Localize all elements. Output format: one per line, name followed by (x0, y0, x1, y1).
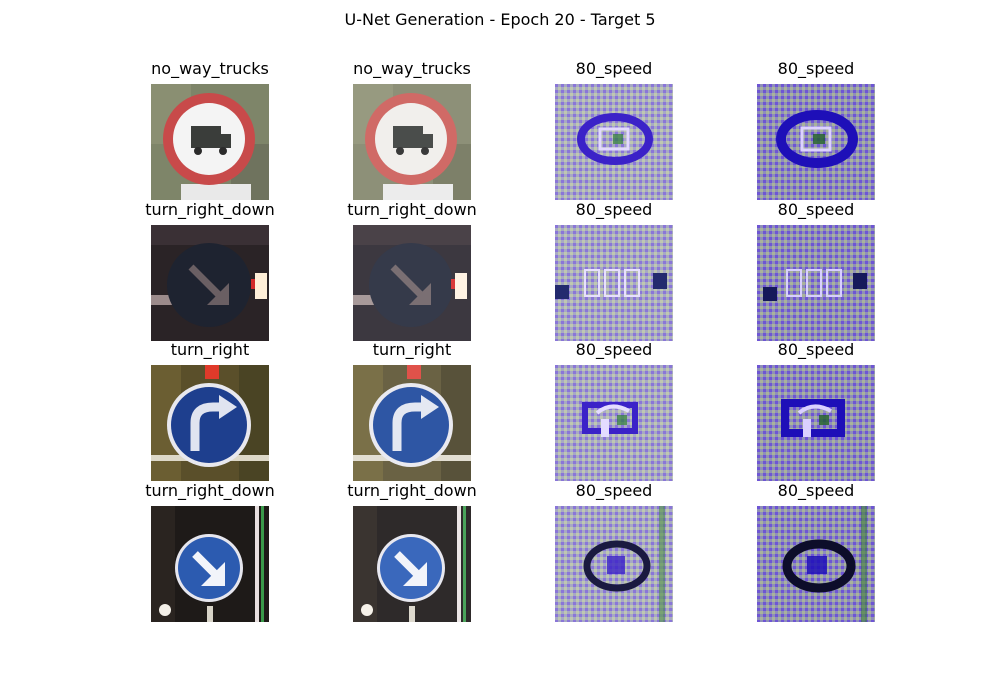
generated-noise-image (555, 84, 673, 200)
grid-cell-r2-c1: turn_right (353, 340, 471, 481)
generated-noise-image (757, 365, 875, 481)
turn-right-reconstruction-image (353, 365, 471, 481)
cell-label: 80_speed (777, 481, 855, 500)
cell-label: 80_speed (575, 59, 653, 78)
no-way-trucks-reconstruction-image (353, 84, 471, 200)
no-way-trucks-original-image (151, 84, 269, 200)
generated-noise-image (555, 225, 673, 341)
cell-label: 80_speed (777, 200, 855, 219)
cell-label: turn_right (170, 340, 250, 359)
turn-right-down-reconstruction-image (353, 225, 471, 341)
grid-cell-r0-c3: 80_speed (757, 59, 875, 200)
grid-cell-r0-c2: 80_speed (555, 59, 673, 200)
cell-label: turn_right_down (145, 200, 275, 219)
cell-label: 80_speed (777, 340, 855, 359)
grid-cell-r3-c1: turn_right_down (347, 481, 477, 622)
grid-cell-r3-c0: turn_right_down (145, 481, 275, 622)
grid-cell-r2-c3: 80_speed (757, 340, 875, 481)
grid-cell-r1-c1: turn_right_down (347, 200, 477, 341)
grid-cell-r0-c1: no_way_trucks (353, 59, 471, 200)
grid-cell-r1-c0: turn_right_down (145, 200, 275, 341)
grid-cell-r3-c2: 80_speed (555, 481, 673, 622)
grid-cell-r2-c0: turn_right (151, 340, 269, 481)
generated-noise-image (555, 506, 673, 622)
generated-noise-image (555, 365, 673, 481)
cell-label: 80_speed (575, 200, 653, 219)
generated-noise-image (757, 225, 875, 341)
generated-noise-image (757, 84, 875, 200)
grid-cell-r0-c0: no_way_trucks (151, 59, 269, 200)
cell-label: no_way_trucks (151, 59, 269, 78)
grid-cell-r3-c3: 80_speed (757, 481, 875, 622)
cell-label: turn_right_down (347, 200, 477, 219)
turn-right-down-original-image (151, 225, 269, 341)
cell-label: turn_right_down (347, 481, 477, 500)
cell-label: 80_speed (575, 481, 653, 500)
cell-label: 80_speed (575, 340, 653, 359)
grid-cell-r2-c2: 80_speed (555, 340, 673, 481)
turn-right-down-blue-reconstruction-image (353, 506, 471, 622)
turn-right-original-image (151, 365, 269, 481)
cell-label: turn_right_down (145, 481, 275, 500)
turn-right-down-blue-original-image (151, 506, 269, 622)
cell-label: turn_right (372, 340, 452, 359)
cell-label: no_way_trucks (353, 59, 471, 78)
cell-label: 80_speed (777, 59, 855, 78)
figure-title: U-Net Generation - Epoch 20 - Target 5 (344, 10, 656, 29)
generated-noise-image (757, 506, 875, 622)
grid-cell-r1-c2: 80_speed (555, 200, 673, 341)
grid-cell-r1-c3: 80_speed (757, 200, 875, 341)
